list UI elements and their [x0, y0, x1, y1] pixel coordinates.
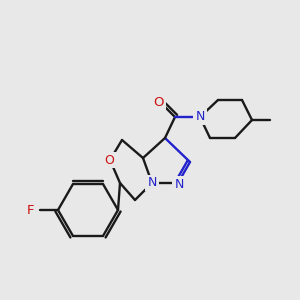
Text: O: O	[154, 95, 164, 109]
Text: N: N	[195, 110, 205, 124]
Text: O: O	[104, 154, 114, 166]
Text: N: N	[174, 178, 184, 190]
Text: F: F	[27, 203, 35, 217]
Text: N: N	[147, 176, 157, 190]
